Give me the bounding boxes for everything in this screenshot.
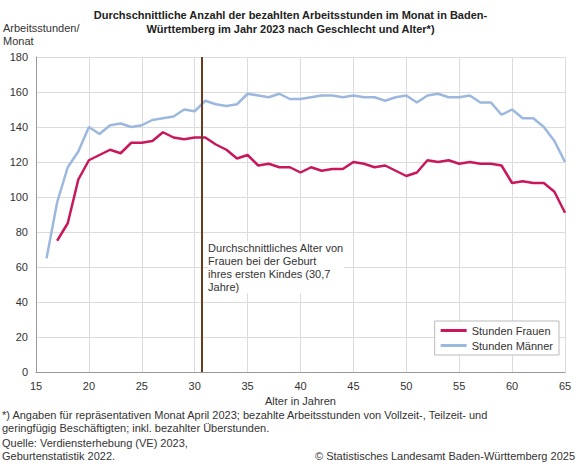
svg-text:0: 0 (22, 366, 28, 378)
svg-text:© Statistisches Landesamt Bade: © Statistisches Landesamt Baden-Württemb… (315, 450, 575, 462)
svg-text:Durchschnittliche Anzahl der b: Durchschnittliche Anzahl der bezahlten A… (94, 9, 488, 21)
svg-text:35: 35 (241, 380, 253, 392)
svg-text:80: 80 (16, 226, 28, 238)
svg-text:Frauen bei der Geburt: Frauen bei der Geburt (208, 255, 316, 267)
svg-text:20: 20 (83, 380, 95, 392)
svg-text:Durchschnittliches Alter von: Durchschnittliches Alter von (208, 242, 343, 254)
svg-text:40: 40 (16, 296, 28, 308)
svg-text:50: 50 (400, 380, 412, 392)
svg-text:100: 100 (10, 191, 28, 203)
svg-text:Stunden Männer: Stunden Männer (472, 340, 554, 352)
svg-text:55: 55 (453, 380, 465, 392)
svg-text:Quelle: Verdiensterhebung (VE): Quelle: Verdiensterhebung (VE) 2023, (2, 437, 188, 449)
svg-text:15: 15 (30, 380, 42, 392)
svg-text:ihres ersten Kindes (30,7: ihres ersten Kindes (30,7 (208, 268, 330, 280)
svg-text:40: 40 (294, 380, 306, 392)
svg-text:Württemberg im Jahr 2023 nach: Württemberg im Jahr 2023 nach Geschlecht… (146, 23, 434, 35)
svg-text:Arbeitsstunden/: Arbeitsstunden/ (3, 22, 80, 34)
svg-text:45: 45 (347, 380, 359, 392)
svg-text:60: 60 (16, 261, 28, 273)
svg-text:60: 60 (506, 380, 518, 392)
svg-text:Monat: Monat (3, 35, 34, 47)
svg-text:30: 30 (189, 380, 201, 392)
svg-text:Geburtenstatistik 2022.: Geburtenstatistik 2022. (2, 450, 115, 462)
svg-text:120: 120 (10, 156, 28, 168)
svg-text:Stunden Frauen: Stunden Frauen (472, 325, 551, 337)
svg-text:20: 20 (16, 331, 28, 343)
svg-text:180: 180 (10, 51, 28, 63)
svg-text:Alter in Jahren: Alter in Jahren (265, 395, 336, 407)
svg-text:25: 25 (136, 380, 148, 392)
svg-text:Jahre): Jahre) (208, 281, 239, 293)
svg-text:*) Angaben für repräsentativen: *) Angaben für repräsentativen Monat Apr… (2, 409, 487, 421)
svg-text:160: 160 (10, 86, 28, 98)
svg-text:geringfügig Beschäftigten; ink: geringfügig Beschäftigten; inkl. bezahlt… (2, 422, 269, 434)
svg-text:140: 140 (10, 121, 28, 133)
svg-text:65: 65 (559, 380, 571, 392)
